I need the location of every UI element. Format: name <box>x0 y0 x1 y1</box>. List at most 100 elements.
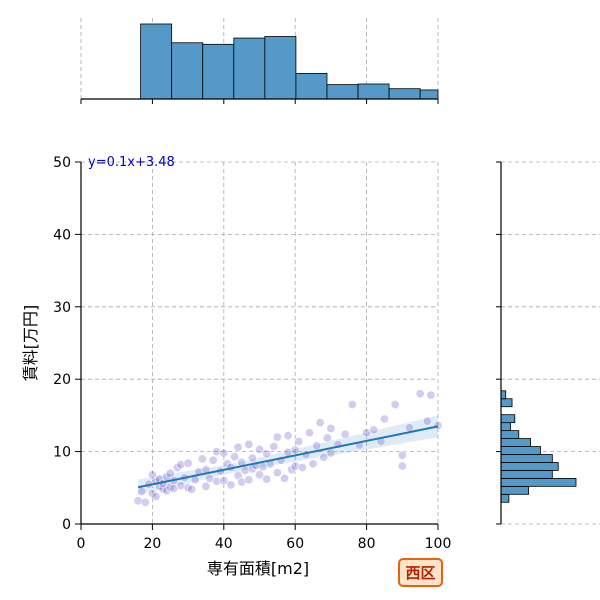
x-histogram-bar <box>140 23 173 100</box>
scatter-point <box>244 439 254 449</box>
scatter-point <box>262 449 272 459</box>
x-axis-title: 専有面積[m2] <box>207 559 309 578</box>
scatter-point <box>212 447 222 457</box>
scatter-point <box>208 455 218 465</box>
scatter-point <box>233 442 243 452</box>
scatter-point <box>322 433 332 443</box>
y-histogram-bar <box>500 398 513 408</box>
ward-badge: 西区 <box>405 564 435 582</box>
scatter-point <box>172 463 182 473</box>
scatter-point <box>137 486 147 496</box>
scatter-point <box>315 418 325 428</box>
regression-line <box>137 425 439 489</box>
x-histogram-bar <box>264 36 297 100</box>
x-tick-label: 80 <box>358 536 376 552</box>
scatter-point <box>230 452 240 462</box>
scatter-point <box>262 474 272 484</box>
x-tick-label: 100 <box>425 536 452 552</box>
grid-lines <box>80 161 439 525</box>
ward-badge-box <box>398 558 443 587</box>
x-tick-label: 0 <box>77 536 86 552</box>
scatter-point <box>304 428 314 438</box>
x-histogram-bar <box>233 37 266 100</box>
scatter-point <box>162 486 172 496</box>
scatter-point <box>219 476 229 486</box>
scatter-point <box>244 475 254 485</box>
y-histogram-bar <box>500 454 553 463</box>
x-histogram-bar <box>202 43 235 100</box>
scatter-point <box>297 463 307 473</box>
scatter-point <box>212 476 222 486</box>
x-marginal-histogram <box>80 18 439 104</box>
scatter-point <box>201 481 211 491</box>
scatter-point <box>165 468 175 478</box>
x-histogram-bar <box>388 88 421 100</box>
scatter-point <box>151 491 161 501</box>
x-histogram-bar <box>326 84 359 100</box>
scatter-point <box>176 481 186 491</box>
regression-line-group <box>137 425 439 489</box>
scatter-point <box>326 423 336 433</box>
scatter-point <box>426 390 436 400</box>
scatter-point <box>133 496 143 506</box>
scatter-point <box>362 428 372 438</box>
scatter-point <box>379 414 389 424</box>
y-histogram-bar <box>500 422 511 432</box>
y-tick-label: 20 <box>53 372 71 388</box>
y-histogram-bar <box>500 485 530 495</box>
y-marginal-histogram <box>496 161 600 525</box>
scatter-point <box>397 461 407 471</box>
scatter-point <box>269 442 279 452</box>
scatter-point <box>433 421 443 431</box>
x-histogram-bar <box>419 89 439 100</box>
scatter-point <box>347 400 357 410</box>
y-histogram-bar <box>500 477 577 487</box>
y-tick-label: 40 <box>53 227 71 243</box>
scatter-point <box>237 477 247 487</box>
scatter-point <box>422 416 432 426</box>
scatter-point <box>255 470 265 480</box>
axes: 0 20 40 60 80 100 0 10 20 30 40 50 <box>53 155 451 552</box>
scatter-point <box>294 436 304 446</box>
y-histogram-bar <box>500 462 559 471</box>
scatter-point <box>205 473 215 483</box>
scatter-point <box>326 448 336 458</box>
x-tick-label: 60 <box>286 536 304 552</box>
scatter-point <box>147 489 157 499</box>
y-tick-label: 10 <box>53 445 71 461</box>
y-histogram-bar <box>500 446 541 455</box>
scatter-point <box>415 389 425 399</box>
scatter-point <box>312 441 322 451</box>
x-histogram-bar <box>171 42 204 100</box>
scatter-point <box>290 461 300 471</box>
y-tick-label: 50 <box>53 155 71 171</box>
regression-equation: y=0.1x+3.48 <box>88 155 175 170</box>
scatter-point <box>397 450 407 460</box>
y-histogram-bar <box>500 493 510 503</box>
scatter-point <box>319 452 329 462</box>
scatter-point <box>183 458 193 468</box>
scatter-point <box>140 497 150 507</box>
y-tick-label: 30 <box>53 300 71 316</box>
y-histogram-bar <box>500 430 520 439</box>
scatter-point <box>187 484 197 494</box>
y-histogram-bar <box>500 438 532 447</box>
scatter-point <box>176 460 186 470</box>
y-histogram-bar <box>500 470 553 479</box>
scatter-point <box>340 429 350 439</box>
scatter-point <box>247 453 257 463</box>
scatter-point <box>308 459 318 469</box>
scatter-point <box>169 484 179 494</box>
scatter-point <box>183 483 193 493</box>
scatter-point <box>219 448 229 458</box>
scatter-point <box>369 425 379 435</box>
scatter-point <box>272 432 282 442</box>
scatter-point <box>283 431 293 441</box>
scatter-point <box>279 473 289 483</box>
x-histogram-bar <box>357 83 390 100</box>
scatter-point <box>255 444 265 454</box>
scatter-points <box>133 389 443 507</box>
scatter-point <box>197 454 207 464</box>
y-histogram-bar <box>500 390 507 400</box>
